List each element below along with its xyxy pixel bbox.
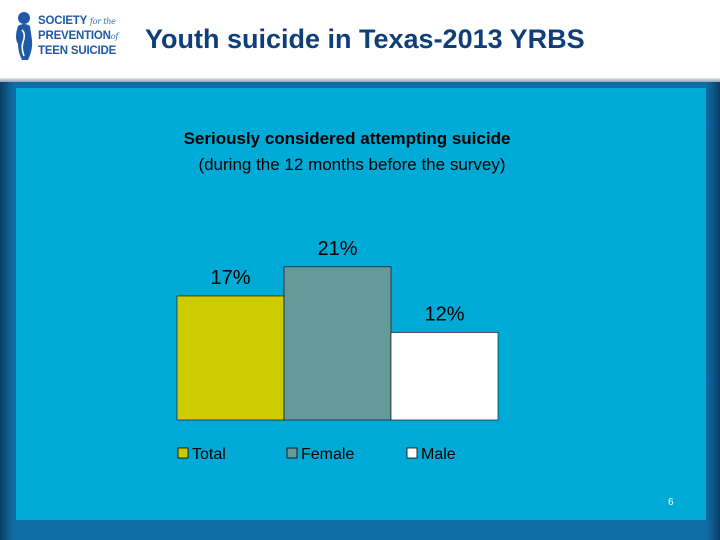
legend-swatch-total [177,447,189,459]
header-divider [0,78,720,82]
page-number: 6 [668,497,674,508]
logo: SOCIETY for the PREVENTIONof TEEN SUICID… [12,10,134,66]
legend-swatch-male [406,447,418,459]
legend-label-male: Male [421,446,456,463]
chart-title: Seriously considered attempting suicide [184,129,511,148]
logo-line2: PREVENTION [38,30,111,42]
legend-swatch-female [286,447,298,459]
data-label-male: 12% [424,303,464,325]
data-label-female: 21% [317,238,357,260]
page-title: Youth suicide in Texas-2013 YRBS [145,24,585,54]
chart-subtitle: (during the 12 months before the survey) [198,155,505,174]
logo-figure-icon [16,12,33,60]
header-bar: SOCIETY for the PREVENTIONof TEEN SUICID… [0,0,720,80]
logo-line2-small: of [110,32,119,41]
data-label-total: 17% [210,267,250,289]
legend-label-female: Female [301,446,354,463]
bar-male [390,332,499,421]
logo-line1-small: for the [89,17,116,26]
logo-line3: TEEN SUICIDE [38,45,117,57]
bar-female [283,266,392,421]
legend-label-total: Total [192,446,226,463]
bar-total [176,295,285,421]
logo-line1: SOCIETY [38,15,87,27]
